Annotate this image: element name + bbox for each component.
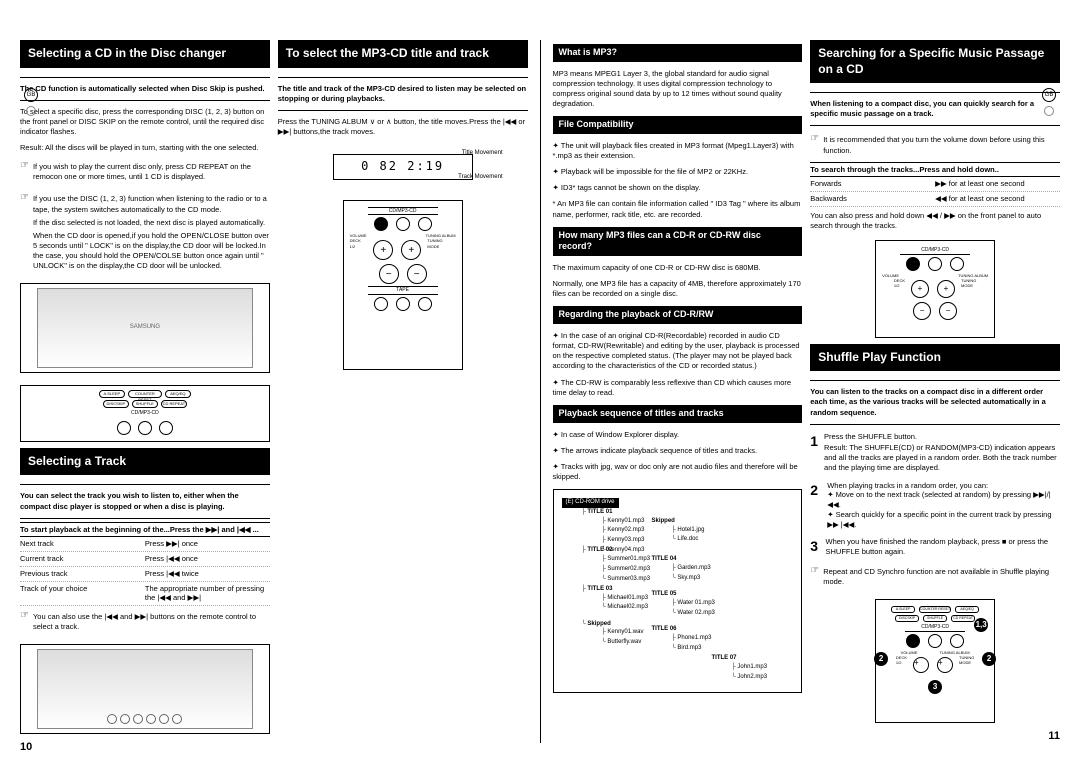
page-number-left: 10 bbox=[20, 740, 270, 754]
table-row: Previous trackPress |◀◀ twice bbox=[20, 567, 270, 582]
track-table-header: To start playback at the beginning of th… bbox=[20, 522, 270, 538]
table-row: Next trackPress ▶▶| once bbox=[20, 537, 270, 552]
column-3: What is MP3? MP3 means MPEG1 Layer 3, th… bbox=[553, 40, 803, 743]
stereo-front-panel-image-2 bbox=[20, 644, 270, 734]
table-row: Forwards▶▶ for at least one second bbox=[810, 177, 1060, 192]
pointer-icon: ☞ bbox=[20, 159, 29, 172]
header-shuffle: Shuffle Play Function bbox=[810, 344, 1060, 372]
stereo-front-panel-image: SAMSUNG bbox=[20, 283, 270, 373]
intro-mp3-select: The title and track of the MP3-CD desire… bbox=[278, 84, 528, 104]
intro-search-passage: When listening to a compact disc, you ca… bbox=[810, 99, 1060, 119]
sub-what-is-mp3: What is MP3? bbox=[553, 44, 803, 62]
intro-shuffle: You can listen to the tracks on a compac… bbox=[810, 387, 1060, 417]
remote-control-image: CD/MP3-CD VOLUMETUNING ALBUM DECK 1/2 + … bbox=[343, 200, 463, 370]
header-mp3-title-track: To select the MP3-CD title and track bbox=[278, 40, 528, 68]
pointer-icon: ☞ bbox=[20, 609, 29, 622]
para-mp3-definition: MP3 means MPEG1 Layer 3, the global stan… bbox=[553, 69, 803, 110]
bullet-id3: ✦ ID3* tags cannot be shown on the displ… bbox=[553, 183, 803, 193]
column-2: To select the MP3-CD title and track The… bbox=[278, 40, 528, 743]
folder-tree-diagram: (E) CD-ROM drive ├ TITLE 01 ├ Kenny01.mp… bbox=[553, 489, 803, 693]
note-repeat-synchro: Repeat and CD Synchro function are not a… bbox=[823, 567, 1060, 587]
bullet-disc-function: If you use the DISC (1, 2, 3) function w… bbox=[33, 194, 270, 214]
sub-how-many-files: How many MP3 files can a CD-R or CD-RW d… bbox=[553, 227, 803, 256]
bullet-cd-repeat: If you wish to play the current disc onl… bbox=[33, 162, 270, 182]
remote-buttons-image-1: A.SLEEPCOUNTER RESETAEQ/EQ DISCSKIPSHUFF… bbox=[20, 385, 270, 442]
callout-3: 3 bbox=[928, 680, 942, 694]
pointer-icon: ☞ bbox=[20, 191, 29, 204]
bullet-cdr-recordable: ✦ In the case of an original CD-R(Record… bbox=[553, 331, 803, 372]
manual-page-spread: Selecting a CD in the Disc changer The C… bbox=[0, 0, 1080, 763]
column-4: Searching for a Specific Music Passage o… bbox=[810, 40, 1060, 743]
bullet-lock-unlock: When the CD door is opened,if you hold t… bbox=[33, 231, 270, 272]
sub-playback-sequence: Playback sequence of titles and tracks bbox=[553, 405, 803, 423]
remote-control-image-2: CD/MP3-CD VOLUMETUNING ALBUM DECK1/2 + +… bbox=[875, 240, 995, 337]
para-tuning-album: Press the TUNING ALBUM ∨ or ∧ button, th… bbox=[278, 117, 528, 137]
disc-icon-left bbox=[26, 106, 36, 116]
note-front-panel: You can also press and hold down ◀◀ / ▶▶… bbox=[810, 211, 1060, 231]
header-searching-passage: Searching for a Specific Music Passage o… bbox=[810, 40, 1060, 83]
header-selecting-track: Selecting a Track bbox=[20, 448, 270, 476]
para-select-disc: To select a specific disc, press the cor… bbox=[20, 107, 270, 137]
header-selecting-cd: Selecting a CD in the Disc changer bbox=[20, 40, 270, 68]
pointer-icon: ☞ bbox=[810, 564, 819, 577]
table-head-right: Press the ▶▶| and |◀◀ ... bbox=[170, 525, 259, 535]
gb-badge-right: GB bbox=[1042, 88, 1056, 102]
bullet-skipped-files: ✦ Tracks with jpg, wav or doc only are n… bbox=[553, 462, 803, 482]
rec-volume-down: It is recommended that you turn the volu… bbox=[823, 135, 1060, 155]
note-id3-tag: * An MP3 file can contain file informati… bbox=[553, 199, 803, 219]
bullet-disc-not-loaded: If the disc selected is not loaded, the … bbox=[33, 218, 270, 228]
page-number-right: 11 bbox=[810, 729, 1060, 743]
page-divider bbox=[540, 40, 541, 743]
callout-2-right: 2 bbox=[982, 652, 996, 666]
sub-file-compat: File Compatibility bbox=[553, 116, 803, 134]
label-title-movement: Title Movement bbox=[462, 150, 503, 158]
search-table-header: To search through the tracks... Press an… bbox=[810, 162, 1060, 178]
remote-control-image-3: A.SLEEP COUNTER RESET AEQ/EQ DISCSKIP SH… bbox=[875, 599, 995, 723]
intro-select-track: You can select the track you wish to lis… bbox=[20, 491, 270, 511]
table-row: Backwards◀◀ for at least one second bbox=[810, 192, 1060, 207]
bullet-cdrw-reflexive: ✦ The CD-RW is comparably less reflexive… bbox=[553, 378, 803, 398]
label-track-movement: Track Movement bbox=[458, 174, 502, 182]
callout-2-left: 2 bbox=[874, 652, 888, 666]
bullet-window-explorer: ✦ In case of Window Explorer display. bbox=[553, 430, 803, 440]
callout-1-3: 1,3 bbox=[974, 618, 988, 632]
sub-playback-cdrrw: Regarding the playback of CD-R/RW bbox=[553, 306, 803, 324]
bullet-arrows-sequence: ✦ The arrows indicate playback sequence … bbox=[553, 446, 803, 456]
result-all-discs: Result: All the discs will be played in … bbox=[20, 143, 270, 153]
para-170-files: Normally, one MP3 file has a capacity of… bbox=[553, 279, 803, 299]
bullet-mp2-22khz: ✦ Playback will be impossible for the fi… bbox=[553, 167, 803, 177]
intro-cd-function: The CD function is automatically selecte… bbox=[20, 84, 270, 94]
table-row: Track of your choiceThe appropriate numb… bbox=[20, 582, 270, 607]
bullet-mp3-format: ✦ The unit will playback files created i… bbox=[553, 141, 803, 161]
disc-icon-right bbox=[1044, 106, 1054, 116]
step-2: 2 When playing tracks in a random order,… bbox=[810, 481, 1060, 530]
lcd-display: 0 82 2:19 bbox=[333, 154, 473, 180]
table-row: Current trackPress |◀◀ once bbox=[20, 552, 270, 567]
column-1: Selecting a CD in the Disc changer The C… bbox=[20, 40, 270, 743]
gb-badge-left: GB bbox=[24, 88, 38, 102]
pointer-icon: ☞ bbox=[810, 132, 819, 145]
para-max-capacity: The maximum capacity of one CD-R or CD-R… bbox=[553, 263, 803, 273]
note-remote-track: You can also use the |◀◀ and ▶▶| buttons… bbox=[33, 612, 270, 632]
step-3: 3 When you have finished the random play… bbox=[810, 537, 1060, 557]
table-head-left: To start playback at the beginning of th… bbox=[20, 525, 170, 535]
step-1: 1 Press the SHUFFLE button. Result: The … bbox=[810, 432, 1060, 473]
